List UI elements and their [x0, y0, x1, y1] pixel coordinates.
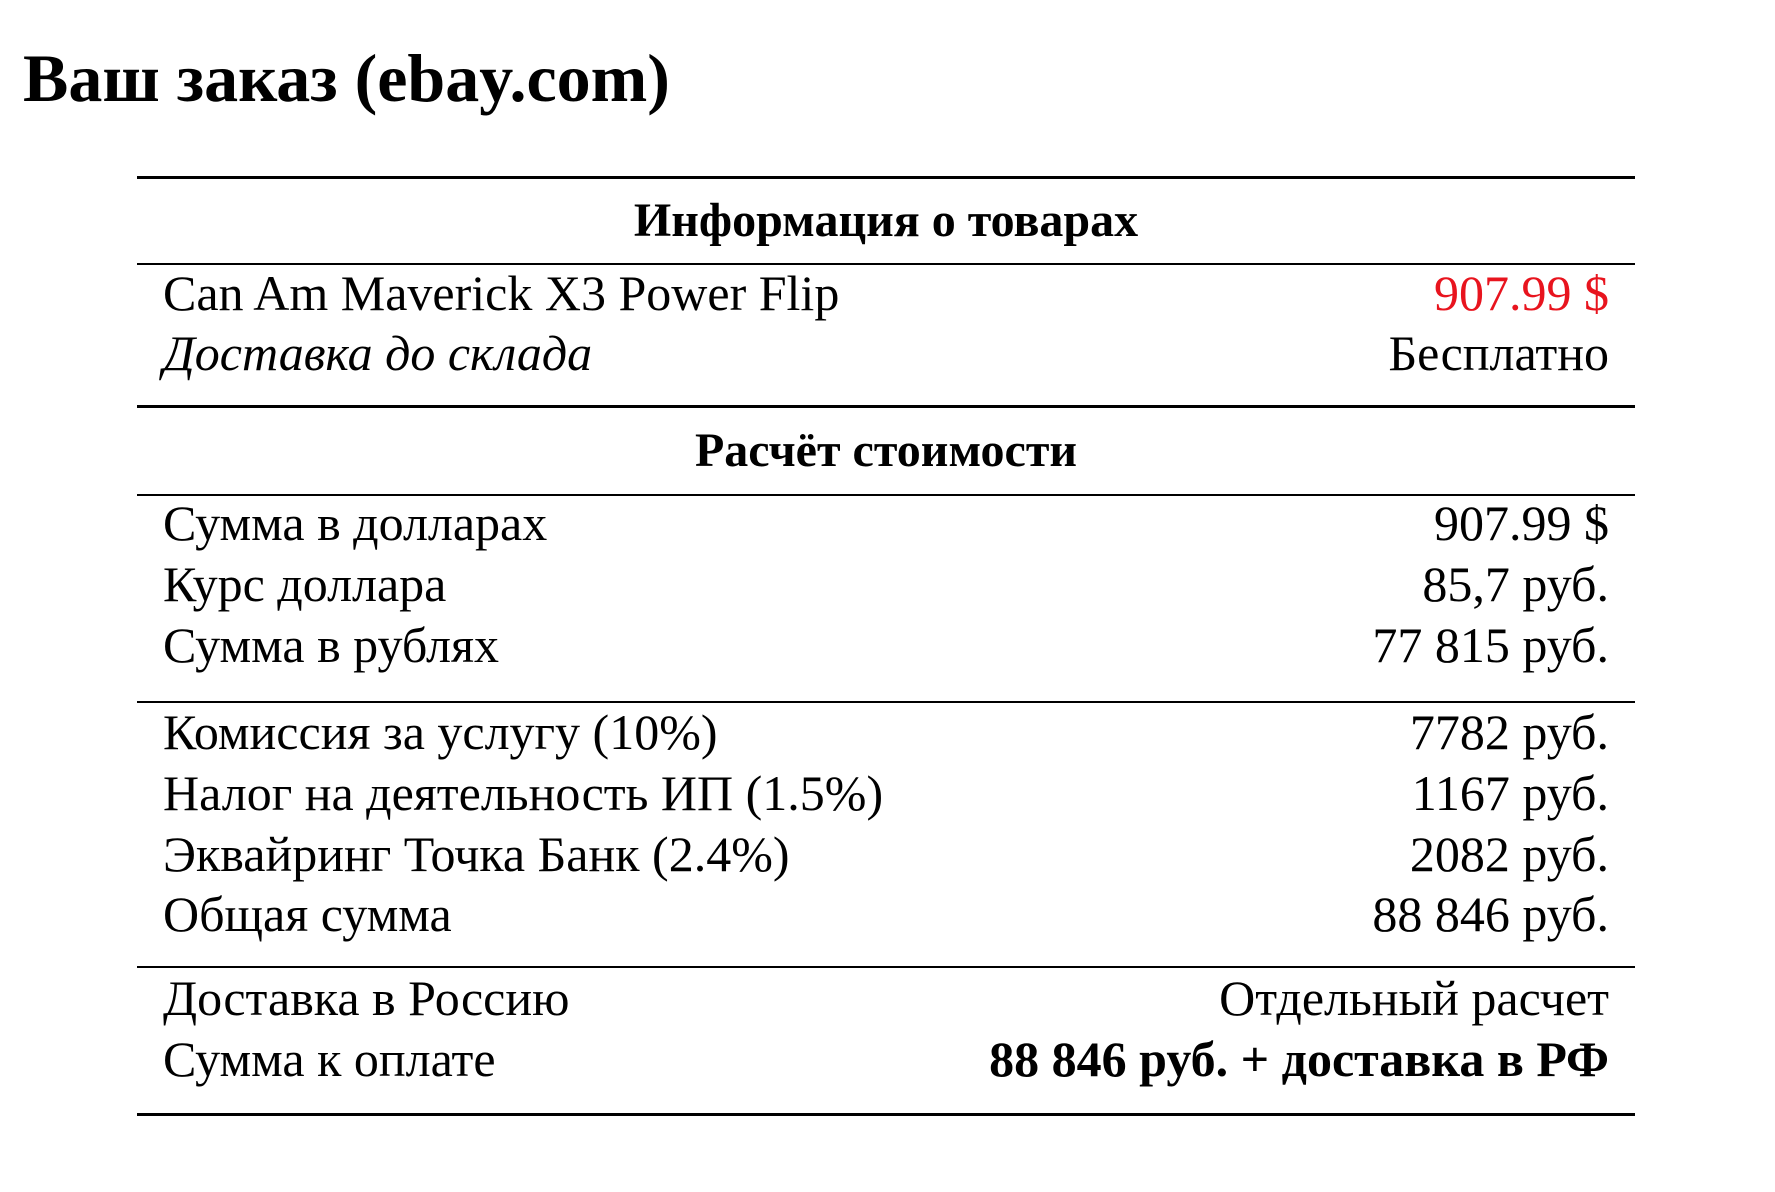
table-rule	[137, 966, 1635, 968]
section-header: Расчёт стоимости	[694, 424, 1078, 477]
table-rule	[137, 263, 1635, 265]
row-label: Can Am Maverick X3 Power Flip	[163, 265, 840, 321]
row-value: 88 846 руб.	[1372, 886, 1609, 942]
row-value: 907.99 $	[1434, 265, 1609, 321]
row-value: Бесплатно	[1388, 325, 1609, 381]
row-value: 1167 руб.	[1411, 765, 1609, 821]
row-value: Отдельный расчет	[1219, 970, 1609, 1026]
row-label: Эквайринг Точка Банк (2.4%)	[163, 826, 790, 882]
row-value: 85,7 руб.	[1422, 556, 1609, 612]
row-value: 907.99 $	[1434, 495, 1609, 551]
section-header: Информация о товарах	[633, 194, 1139, 247]
row-label: Курс доллара	[163, 556, 447, 612]
row-label: Доставка в Россию	[163, 970, 570, 1026]
table-rule	[137, 176, 1635, 179]
row-value: 2082 руб.	[1409, 826, 1609, 882]
table-rule	[137, 405, 1635, 408]
table-rule	[137, 701, 1635, 703]
page-title: Ваш заказ (ebay.com)	[23, 40, 670, 116]
table-rule	[137, 494, 1635, 496]
row-label: Доставка до склада	[163, 325, 593, 381]
row-label: Сумма к оплате	[163, 1031, 496, 1087]
row-label: Налог на деятельность ИП (1.5%)	[163, 765, 884, 821]
row-value: 88 846 руб. + доставка в РФ	[989, 1031, 1609, 1087]
table-rule	[137, 1113, 1635, 1116]
row-label: Общая сумма	[163, 886, 452, 942]
row-value: 77 815 руб.	[1372, 617, 1609, 673]
row-label: Комиссия за услугу (10%)	[163, 704, 718, 760]
row-value: 7782 руб.	[1409, 704, 1609, 760]
row-label: Сумма в рублях	[163, 617, 500, 673]
row-label: Сумма в долларах	[163, 495, 548, 551]
